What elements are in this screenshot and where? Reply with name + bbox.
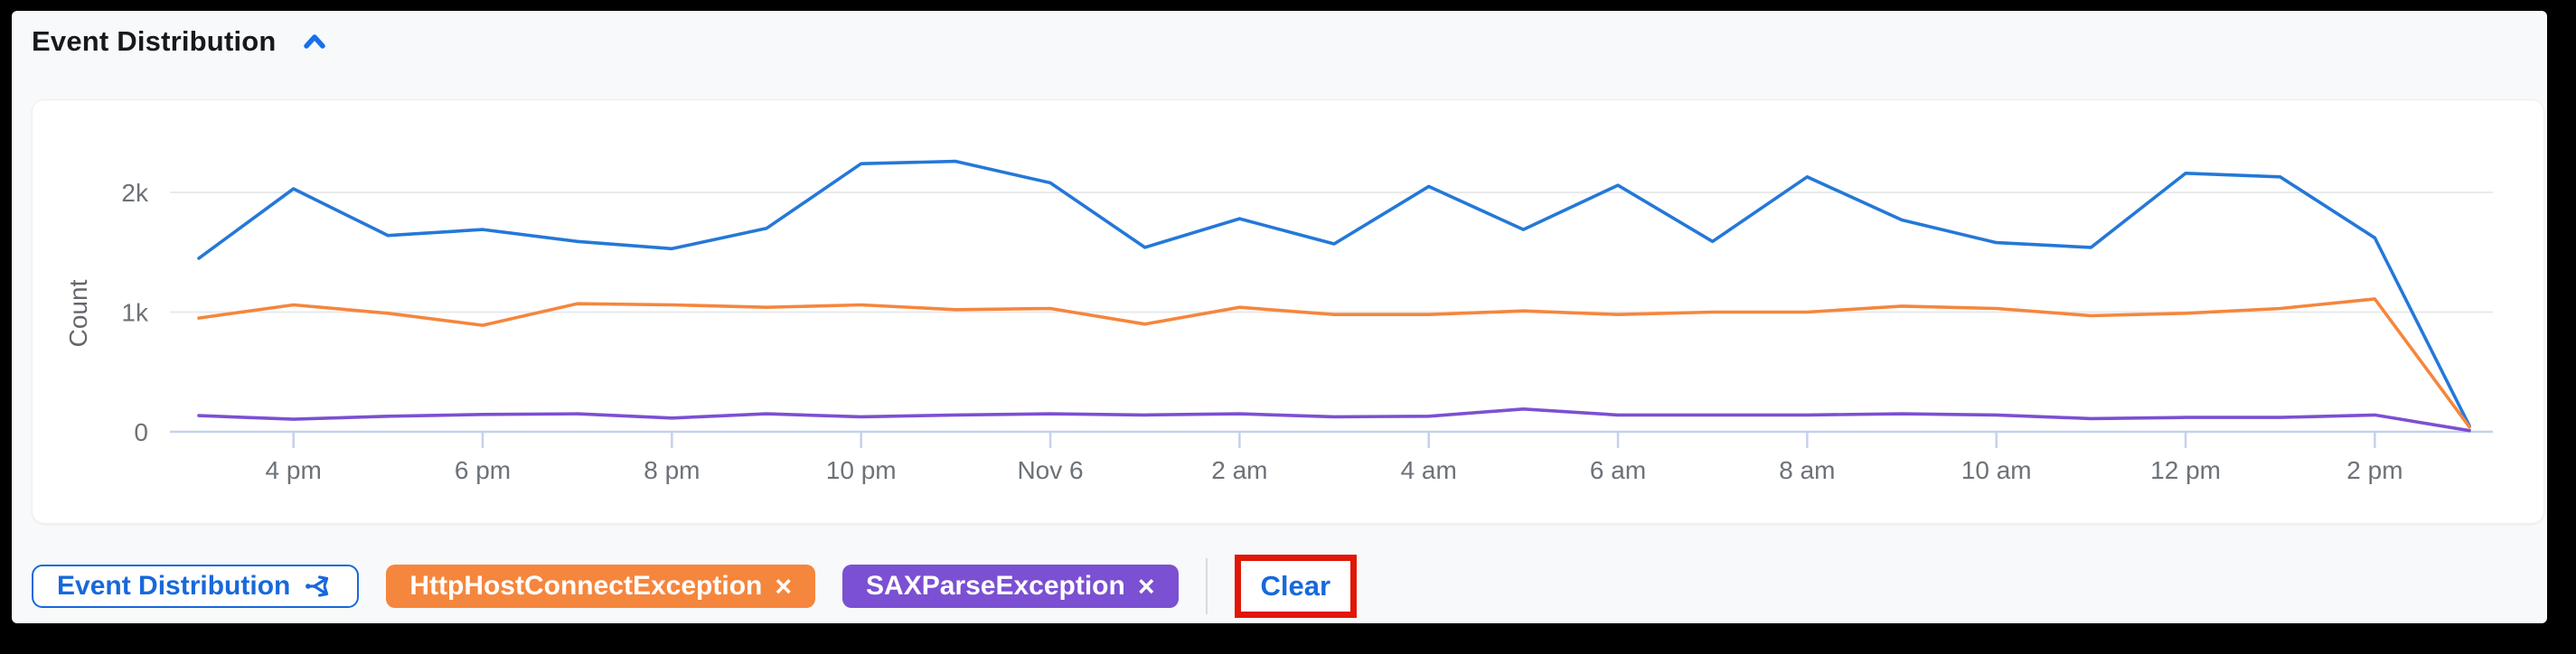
event-distribution-chip-label: Event Distribution bbox=[57, 571, 291, 601]
share-icon[interactable] bbox=[303, 571, 334, 602]
chart-svg: 0 1k 2k Count 4 pm 6 pm 8 pm 10 pm Nov 6 2 am 4 am… bbox=[64, 159, 2493, 484]
y-tick-label: 2k bbox=[121, 179, 149, 207]
x-tick-label: 10 am bbox=[1961, 456, 2032, 484]
filter-chip-saxparseexception[interactable]: SAXParseException × bbox=[842, 565, 1179, 608]
filter-chip-label: SAXParseException bbox=[866, 571, 1125, 601]
filter-chip-label: HttpHostConnectException bbox=[409, 571, 763, 601]
x-tick-label: Nov 6 bbox=[1017, 456, 1083, 484]
x-tick-label: 12 pm bbox=[2150, 456, 2221, 484]
x-tick-label: 8 pm bbox=[644, 456, 700, 484]
remove-filter-icon[interactable]: × bbox=[1137, 570, 1155, 603]
x-tick-label: 10 pm bbox=[826, 456, 897, 484]
chart-header: Event Distribution bbox=[32, 18, 331, 65]
series-line-SAXParseException bbox=[197, 406, 2471, 433]
x-tick-label: 4 am bbox=[1401, 456, 1457, 484]
y-tick-label: 0 bbox=[134, 418, 148, 446]
filter-chip-httphostconnectexception[interactable]: HttpHostConnectException × bbox=[386, 565, 816, 608]
x-tick-label: 4 pm bbox=[266, 456, 322, 484]
clear-filters-button[interactable]: Clear bbox=[1240, 561, 1351, 612]
clear-button-highlight-box: Clear bbox=[1234, 555, 1358, 618]
series-line-unlabeled bbox=[197, 159, 2471, 428]
y-axis-title: Count bbox=[64, 279, 92, 347]
page-title: Event Distribution bbox=[32, 25, 277, 57]
chevron-up-icon bbox=[303, 34, 325, 49]
page-background: Event Distribution 0 1k 2k Count 4 pm 6 pm 8 p… bbox=[12, 11, 2547, 623]
series-line-HttpHostConnectException bbox=[197, 297, 2471, 429]
collapse-toggle-button[interactable] bbox=[298, 25, 331, 58]
chips-divider bbox=[1205, 558, 1208, 614]
x-tick-label: 8 am bbox=[1779, 456, 1835, 484]
x-tick-label: 6 pm bbox=[455, 456, 511, 484]
x-tick-label: 2 am bbox=[1211, 456, 1267, 484]
chart-panel: 0 1k 2k Count 4 pm 6 pm 8 pm 10 pm Nov 6 2 am 4 am… bbox=[32, 99, 2544, 524]
x-tick-label: 6 am bbox=[1590, 456, 1646, 484]
filter-chips-row: Event Distribution HttpHostConnectExcept… bbox=[32, 555, 1358, 618]
y-tick-label: 1k bbox=[121, 299, 149, 327]
event-distribution-chip[interactable]: Event Distribution bbox=[32, 565, 360, 608]
x-tick-label: 2 pm bbox=[2346, 456, 2402, 484]
remove-filter-icon[interactable]: × bbox=[775, 570, 793, 603]
